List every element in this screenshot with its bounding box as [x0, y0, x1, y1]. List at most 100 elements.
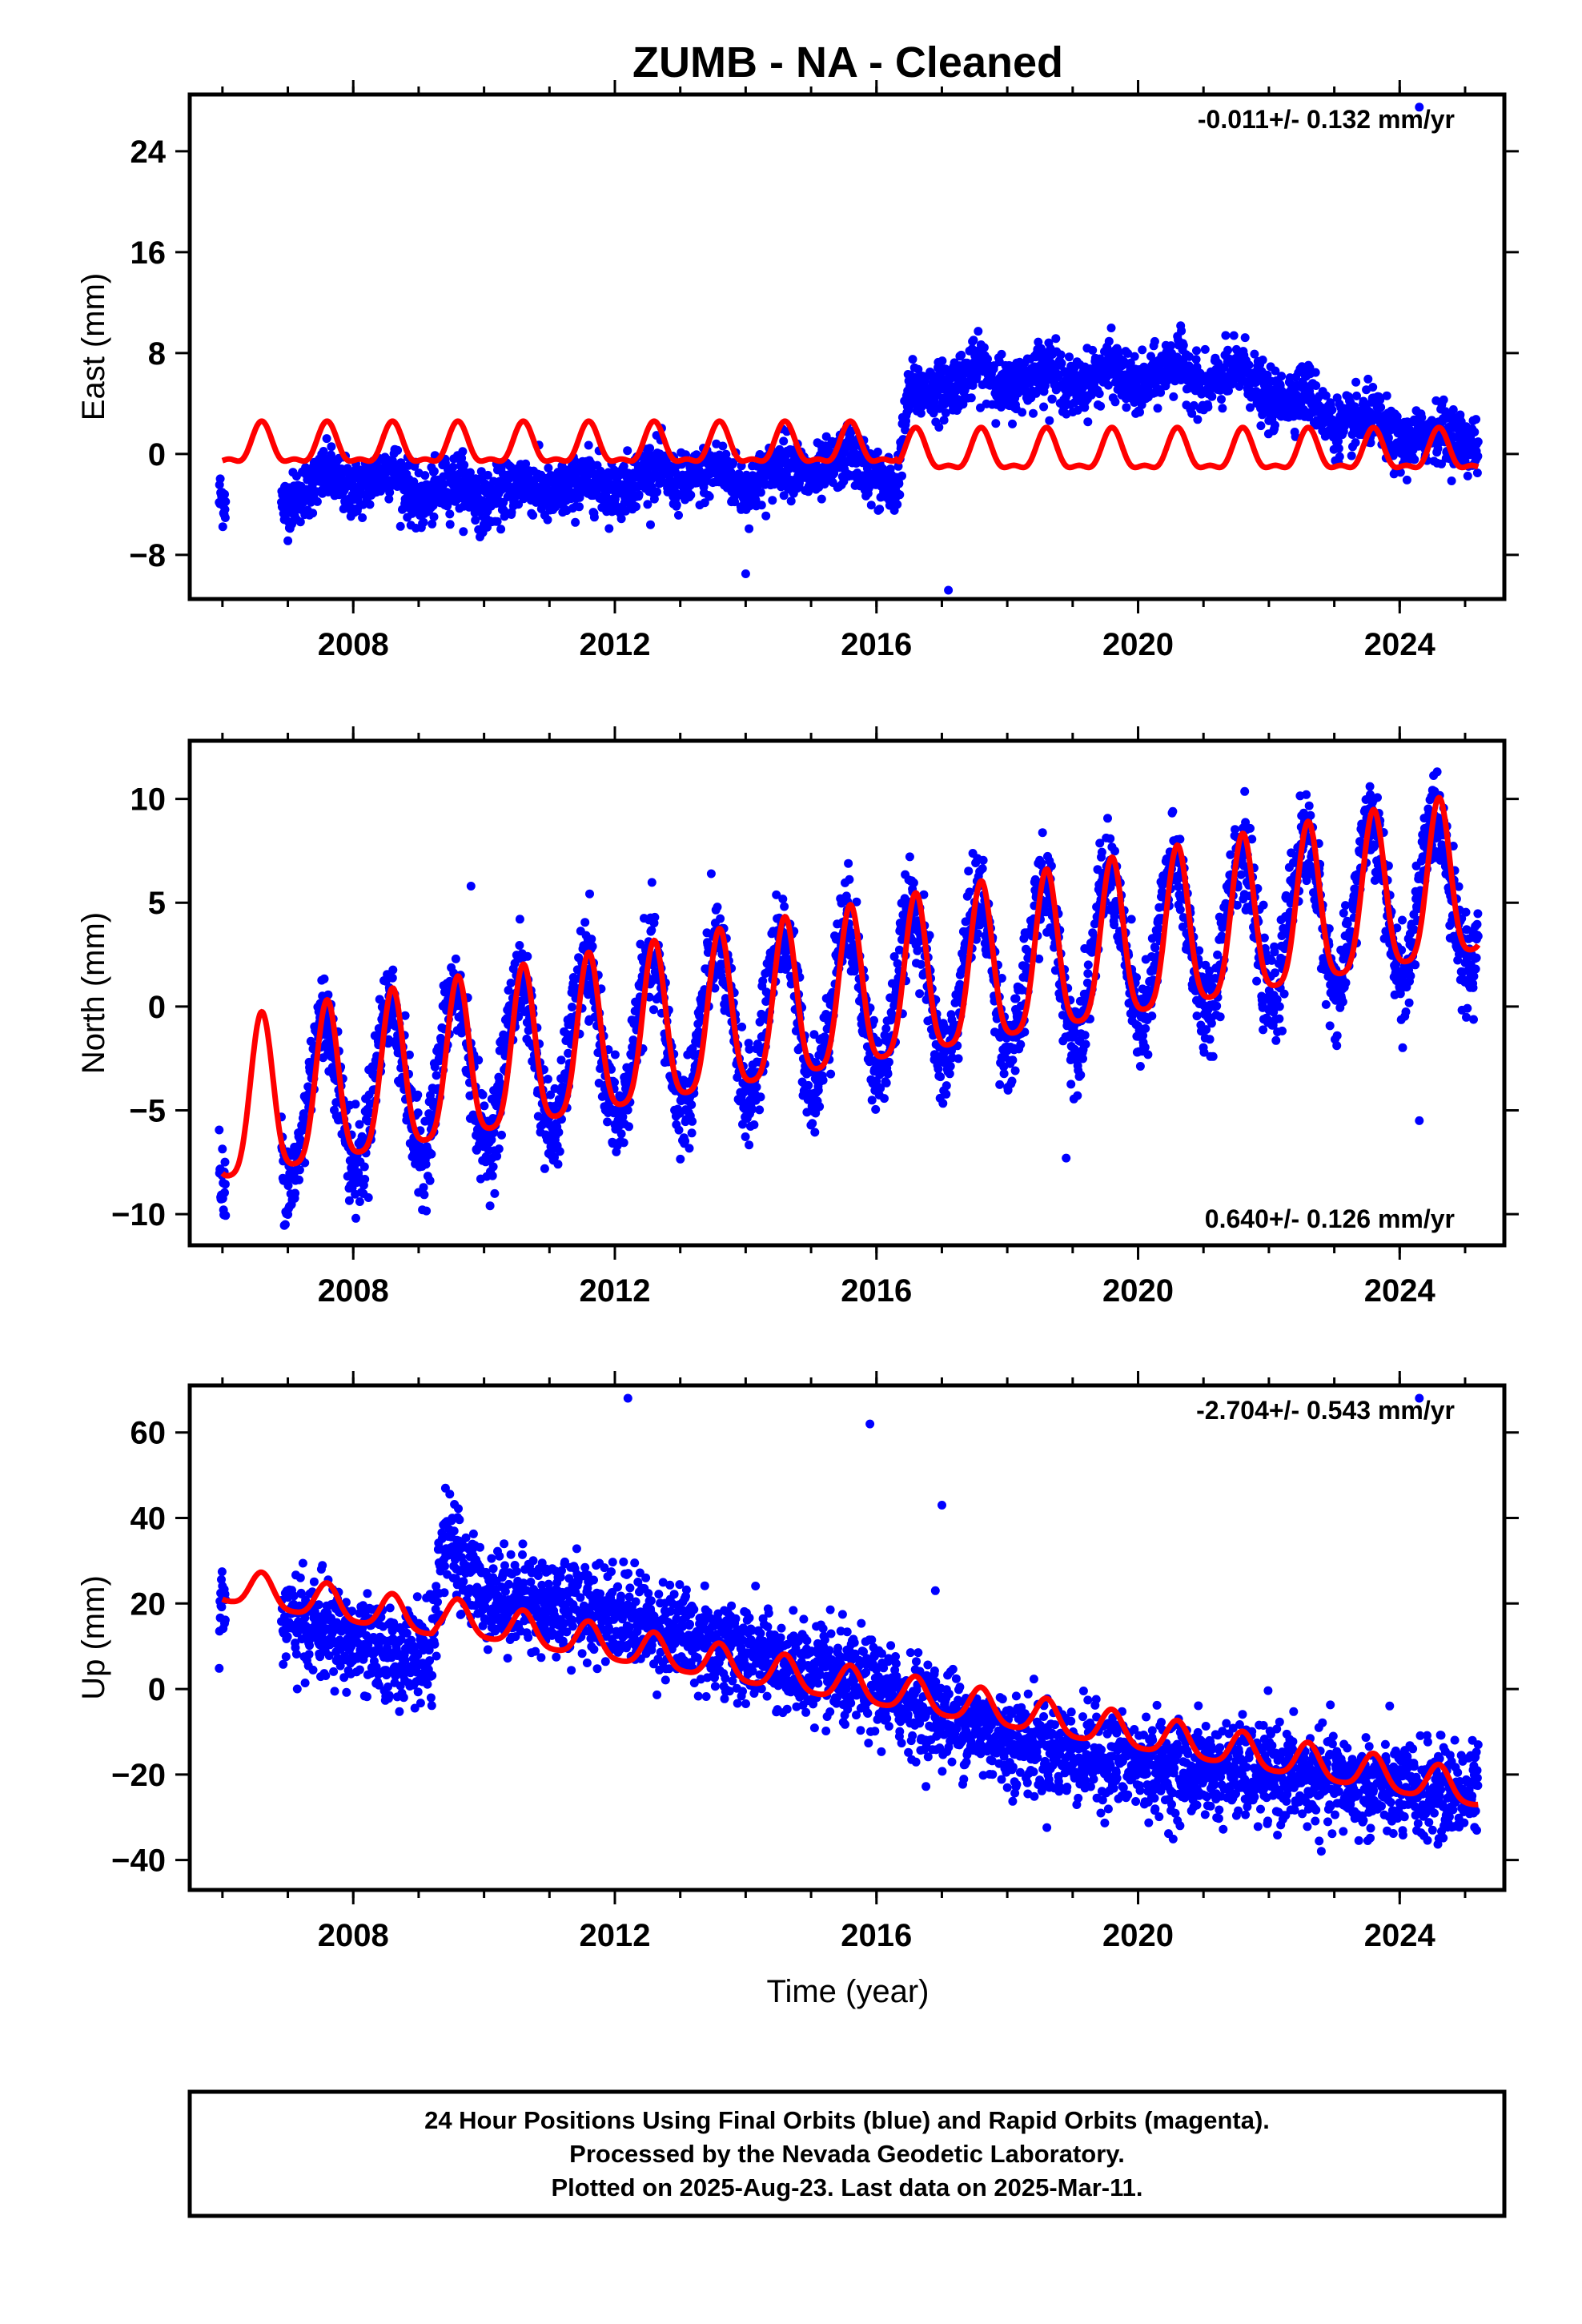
- data-point: [1327, 405, 1337, 415]
- data-point: [687, 1128, 697, 1138]
- data-point: [646, 520, 655, 529]
- data-point: [604, 524, 614, 533]
- data-point: [619, 461, 628, 471]
- data-point: [387, 973, 397, 983]
- data-point: [1104, 336, 1114, 346]
- data-point: [280, 1220, 290, 1229]
- data-point: [780, 902, 789, 911]
- data-point: [756, 488, 765, 497]
- data-point: [623, 446, 632, 456]
- data-point: [322, 434, 331, 444]
- data-point: [474, 1055, 484, 1065]
- data-point: [687, 1100, 697, 1109]
- data-point: [457, 453, 467, 463]
- data-point: [589, 513, 599, 522]
- data-point: [1277, 372, 1287, 381]
- data-point: [804, 1080, 813, 1090]
- data-point: [729, 458, 738, 468]
- data-point: [619, 1138, 628, 1148]
- data-point: [220, 1157, 230, 1167]
- data-point: [483, 470, 492, 480]
- outlier-point: [741, 569, 750, 578]
- data-point: [647, 878, 656, 887]
- data-point: [649, 494, 659, 504]
- data-point: [488, 1171, 497, 1180]
- data-point: [360, 1175, 370, 1184]
- data-point: [295, 517, 305, 527]
- data-point: [718, 441, 728, 451]
- data-point: [448, 462, 458, 472]
- data-point: [1472, 415, 1481, 424]
- data-point: [365, 500, 375, 509]
- data-point: [706, 869, 716, 879]
- data-point: [757, 501, 766, 510]
- data-point: [761, 511, 771, 521]
- data-point: [778, 895, 788, 904]
- east-axis-label: East (mm): [76, 273, 111, 420]
- data-point: [215, 1125, 224, 1135]
- data-point: [974, 327, 983, 336]
- data-point: [1439, 395, 1448, 404]
- data-point: [319, 974, 329, 983]
- data-point: [419, 517, 428, 527]
- data-point: [1311, 381, 1321, 390]
- data-point: [616, 1129, 626, 1139]
- data-point: [1376, 403, 1386, 412]
- data-point: [1217, 395, 1226, 404]
- y-tick-label: 24: [130, 135, 167, 170]
- data-point: [554, 1128, 564, 1137]
- data-point: [1363, 374, 1373, 384]
- data-point: [1218, 404, 1227, 413]
- data-point: [220, 1188, 229, 1197]
- data-point: [480, 1101, 489, 1111]
- data-point: [1047, 394, 1057, 404]
- data-point: [895, 490, 905, 500]
- data-point: [752, 1082, 761, 1092]
- data-point: [786, 497, 796, 506]
- data-point: [413, 1108, 423, 1118]
- data-point: [894, 479, 904, 489]
- data-point: [730, 497, 740, 507]
- data-point: [817, 494, 826, 504]
- data-point: [295, 1165, 304, 1175]
- data-point: [312, 497, 322, 506]
- data-point: [221, 497, 231, 506]
- data-point: [425, 1176, 435, 1185]
- data-point: [957, 350, 966, 360]
- data-point: [745, 1140, 754, 1150]
- data-point: [1351, 438, 1360, 448]
- data-point: [758, 976, 768, 986]
- data-point: [1351, 377, 1361, 387]
- data-point: [327, 442, 336, 452]
- data-point: [737, 1022, 747, 1031]
- data-point: [445, 509, 455, 519]
- data-point: [327, 450, 335, 460]
- data-point: [979, 343, 989, 352]
- data-point: [1130, 352, 1139, 361]
- data-point: [768, 496, 777, 505]
- data-point: [580, 918, 590, 927]
- data-point: [421, 1160, 431, 1169]
- data-point: [396, 521, 405, 531]
- data-point: [1106, 324, 1116, 332]
- data-point: [540, 1164, 549, 1173]
- data-point: [1193, 415, 1203, 424]
- data-point: [308, 509, 318, 518]
- data-point: [1472, 468, 1482, 477]
- data-point: [393, 445, 403, 455]
- data-point: [716, 914, 725, 923]
- data-point: [1150, 336, 1159, 346]
- data-point: [1470, 428, 1480, 436]
- data-point: [873, 447, 882, 456]
- data-point: [1008, 419, 1017, 428]
- data-point: [1334, 444, 1343, 453]
- data-point: [700, 498, 709, 508]
- data-point: [745, 524, 754, 533]
- data-point: [810, 1128, 820, 1137]
- data-point: [283, 536, 293, 545]
- data-point: [1088, 345, 1098, 355]
- data-point: [494, 1144, 504, 1154]
- data-point: [621, 506, 630, 516]
- data-point: [1039, 402, 1049, 412]
- data-point: [588, 942, 597, 951]
